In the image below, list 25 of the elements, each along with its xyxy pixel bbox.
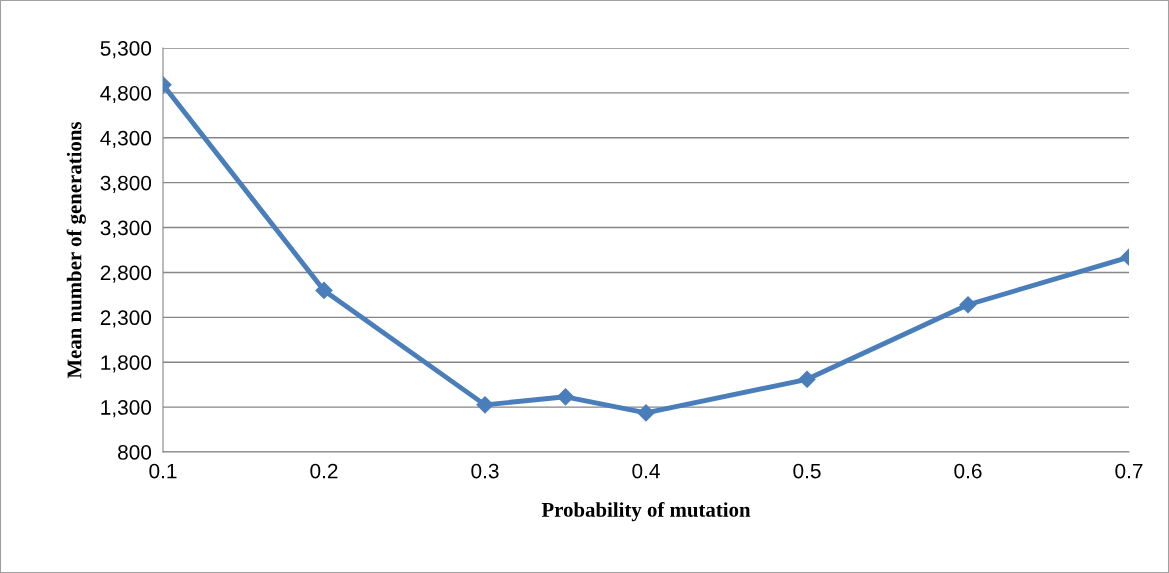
x-tick-label: 0.2 — [310, 463, 338, 479]
point — [315, 281, 333, 299]
point — [556, 388, 575, 406]
y-tick-label: 3,300 — [100, 220, 152, 238]
y-tick-label: 3,800 — [100, 175, 152, 193]
point — [476, 396, 494, 414]
x-tick-label: 0.6 — [954, 463, 982, 479]
y-tick-label: 2,800 — [100, 265, 152, 283]
x-tick-label: 0.7 — [1115, 463, 1143, 479]
y-tick-label: 1,300 — [101, 400, 152, 418]
y-axis-title: Mean number of generations — [66, 121, 86, 379]
y-tick-label: 1,800 — [101, 355, 152, 373]
x-tick-label: 0.5 — [793, 463, 821, 479]
point — [798, 370, 816, 388]
y-tick-label: 800 — [118, 445, 152, 460]
x-tick-label: 0.3 — [471, 463, 499, 479]
x-tick-label: 0.4 — [632, 463, 660, 479]
y-tick-label: 4,800 — [100, 85, 152, 104]
point — [637, 404, 655, 422]
y-tick-label: 4,300 — [100, 130, 152, 148]
x-axis-title: Probability of mutation — [541, 501, 751, 522]
point — [959, 296, 977, 314]
x-tick-label: 0.1 — [149, 463, 177, 479]
y-tick-label: 2,300 — [100, 310, 152, 328]
y-tick-label: 5,300 — [100, 41, 152, 59]
